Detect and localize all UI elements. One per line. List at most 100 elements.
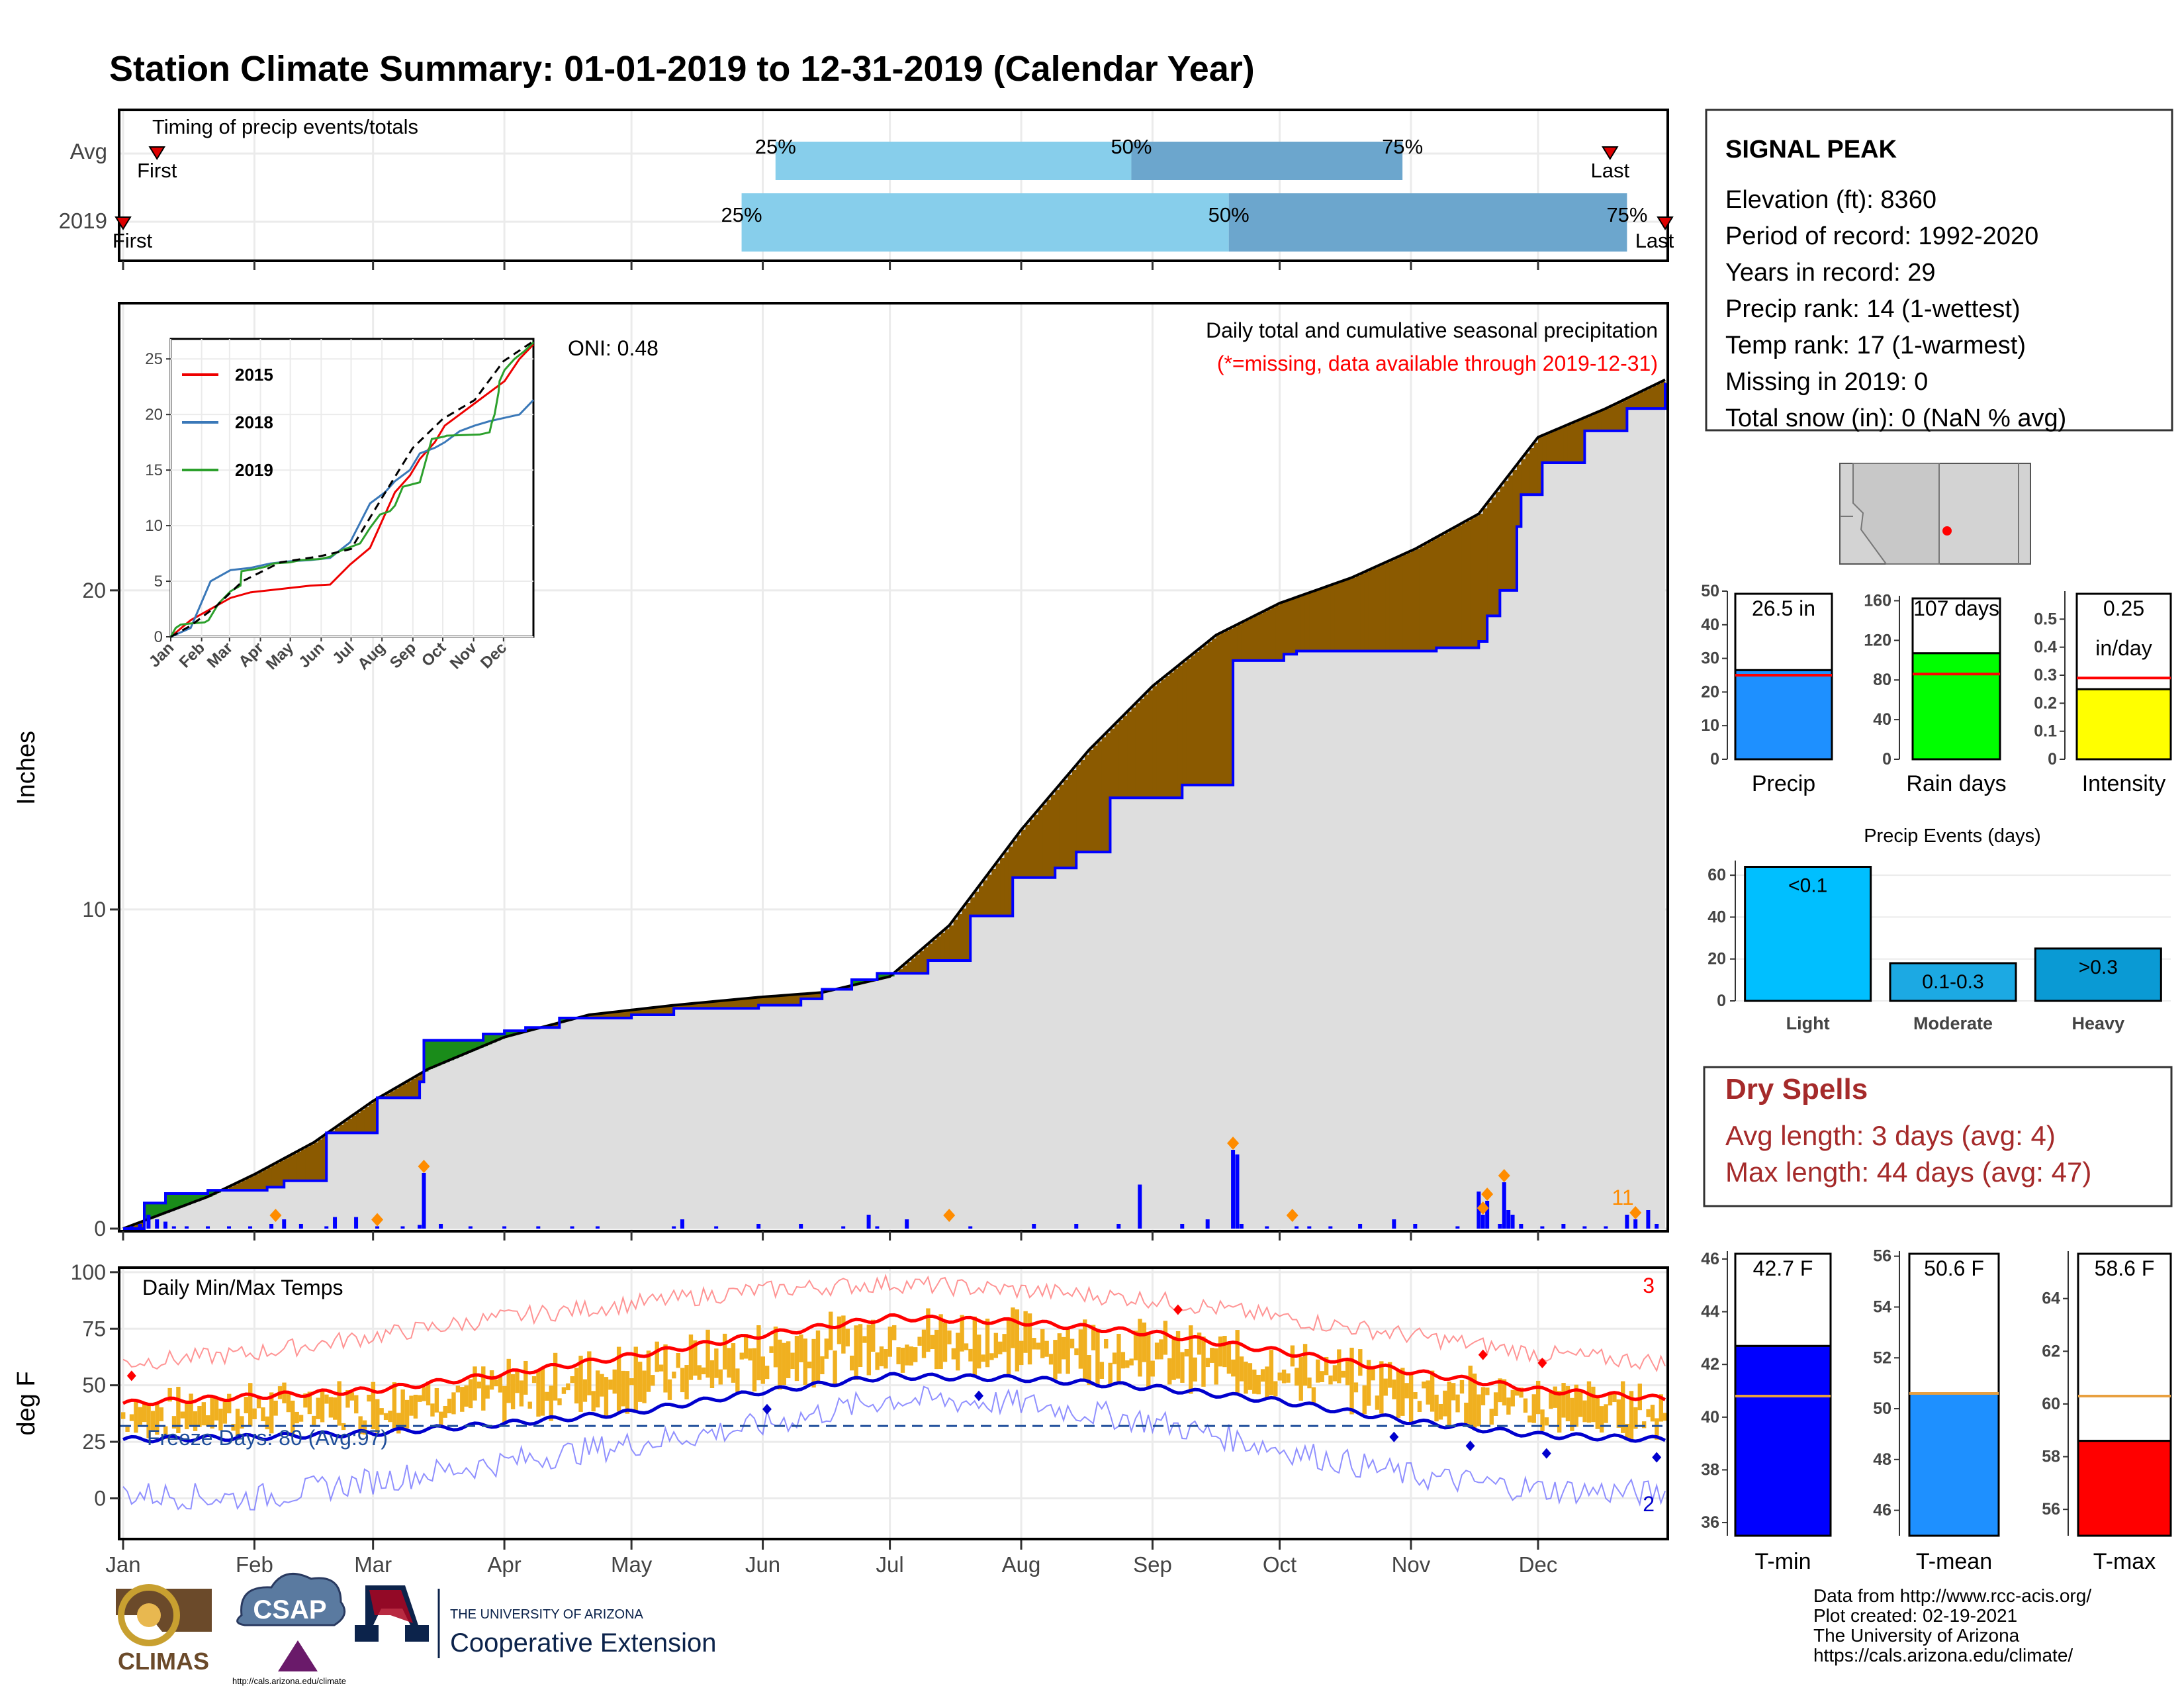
temp-summary-bar-value-bar	[1734, 1344, 1832, 1537]
deficit-strip	[347, 1119, 353, 1133]
deficit-strip	[1601, 410, 1606, 431]
deficit-strip	[343, 1121, 348, 1133]
daily-temp-bar	[1159, 1339, 1163, 1360]
daily-temp-bar	[930, 1335, 935, 1350]
daily-precip-bar	[206, 1226, 210, 1229]
daily-temp-bar	[600, 1374, 604, 1397]
dry-spells-max: Max length: 44 days (avg: 47)	[1725, 1156, 2091, 1188]
summary-bar-ytick-label: 10	[1701, 716, 1719, 735]
inset-ytick-label-3: 15	[145, 461, 163, 479]
daily-temp-bar	[1540, 1409, 1545, 1431]
csap-logo-text: CSAP	[253, 1595, 326, 1624]
daily-temp-bar	[1066, 1329, 1070, 1374]
daily-temp-bar	[815, 1330, 821, 1383]
daily-temp-bar	[1328, 1375, 1333, 1385]
surplus-strip	[195, 1193, 200, 1202]
daily-temp-bar	[430, 1403, 435, 1417]
daily-temp-bar	[858, 1324, 863, 1368]
daily-temp-bar	[1549, 1392, 1553, 1409]
daily-temp-bar	[1099, 1362, 1105, 1379]
daily-temp-bar	[155, 1402, 159, 1435]
daily-precip-bar	[324, 1226, 329, 1229]
precip-ytick-label-2: 20	[82, 579, 106, 602]
deficit-strip	[907, 962, 912, 974]
daily-temp-bar	[1320, 1371, 1324, 1382]
temp-summary-bar-ytick-label: 64	[2042, 1289, 2060, 1308]
daily-temp-bar	[1180, 1352, 1185, 1383]
deficit-strip	[1588, 415, 1594, 431]
deficit-strip	[1500, 486, 1505, 590]
surplus-strip	[525, 1027, 531, 1032]
deficit-strip	[1516, 464, 1522, 527]
ua-big-text: Cooperative Extension	[450, 1628, 716, 1658]
daily-temp-bar	[362, 1420, 367, 1435]
daily-temp-bar	[811, 1338, 816, 1388]
deficit-strip	[589, 1015, 594, 1018]
deficit-strip	[229, 1186, 234, 1191]
daily-temp-bar	[1362, 1385, 1367, 1415]
month-label-2: Mar	[354, 1552, 392, 1577]
inset-legend-label-2018: 2018	[235, 412, 273, 432]
ua-a-accent	[369, 1590, 413, 1623]
daily-temp-bar	[1069, 1338, 1075, 1348]
daily-temp-bar	[1260, 1369, 1265, 1382]
precip-missing-note: (*=missing, data available through 2019-…	[1217, 352, 1658, 375]
deficit-strip	[809, 993, 814, 999]
temp-summary-bar-chart-t-min: 36 38 40 42 44 46 42.7 F T-min	[1701, 1250, 1832, 1574]
deficit-strip	[318, 1139, 323, 1181]
daily-precip-bar	[680, 1219, 684, 1229]
daily-precip-bar	[422, 1173, 426, 1229]
climas-logo-sun	[137, 1603, 161, 1627]
deficit-strip	[1440, 534, 1445, 648]
temp-summary-bar-ytick-label: 46	[1701, 1250, 1719, 1268]
deficit-strip	[1004, 852, 1009, 916]
deficit-strip	[953, 919, 958, 961]
daily-temp-bar	[502, 1385, 507, 1423]
daily-temp-bar	[1074, 1348, 1079, 1356]
daily-temp-bar	[1565, 1385, 1570, 1422]
daily-temp-bar	[261, 1407, 265, 1421]
month-label-9: Oct	[1263, 1552, 1297, 1577]
deficit-strip	[1318, 589, 1323, 651]
deficit-strip	[949, 925, 954, 961]
deficit-strip	[1186, 659, 1191, 785]
daily-temp-bar	[1256, 1374, 1261, 1395]
daily-temp-bar	[1493, 1392, 1498, 1416]
deficit-strip	[1491, 497, 1496, 616]
deficit-strip	[1635, 394, 1641, 409]
daily-temp-bar	[629, 1378, 634, 1385]
footer-line-1: Data from http://www.rcc-acis.org/	[1813, 1585, 2091, 1606]
surplus-strip	[178, 1193, 183, 1208]
deficit-strip	[1093, 745, 1098, 853]
deficit-strip	[1406, 552, 1412, 651]
deficit-strip	[1394, 558, 1399, 651]
surplus-strip	[187, 1193, 192, 1205]
events-title: Precip Events (days)	[1864, 825, 2041, 847]
deficit-strip	[364, 1107, 369, 1133]
daily-temp-bar	[616, 1346, 621, 1412]
deficit-strip	[1118, 720, 1124, 798]
surplus-strip	[508, 1031, 514, 1037]
daily-temp-bar	[134, 1399, 138, 1433]
deficit-strip	[758, 997, 764, 1006]
deficit-strip	[1071, 770, 1077, 868]
temp-ytick-label-3: 75	[82, 1317, 106, 1340]
daily-temp-bar	[985, 1318, 990, 1368]
events-category-moderate: Moderate	[1913, 1013, 1993, 1033]
summary-bar-value-label: 107 days	[1913, 596, 1999, 620]
daily-temp-bar	[947, 1330, 952, 1344]
daily-temp-bar	[1506, 1397, 1511, 1415]
daily-temp-bar	[1120, 1352, 1126, 1369]
daily-precip-bar	[1032, 1224, 1036, 1229]
footer-line-3: The University of Arizona	[1813, 1625, 2020, 1646]
daily-temp-bar	[833, 1350, 837, 1385]
daily-temp-bar	[828, 1311, 833, 1350]
deficit-strip	[919, 951, 925, 974]
daily-temp-bar	[1302, 1344, 1308, 1386]
daily-temp-bar	[748, 1348, 752, 1361]
deficit-strip	[923, 947, 929, 974]
surplus-strip	[483, 1033, 488, 1047]
daily-temp-bar	[180, 1411, 185, 1419]
deficit-strip	[669, 1006, 674, 1015]
daily-temp-bar	[1133, 1331, 1138, 1361]
